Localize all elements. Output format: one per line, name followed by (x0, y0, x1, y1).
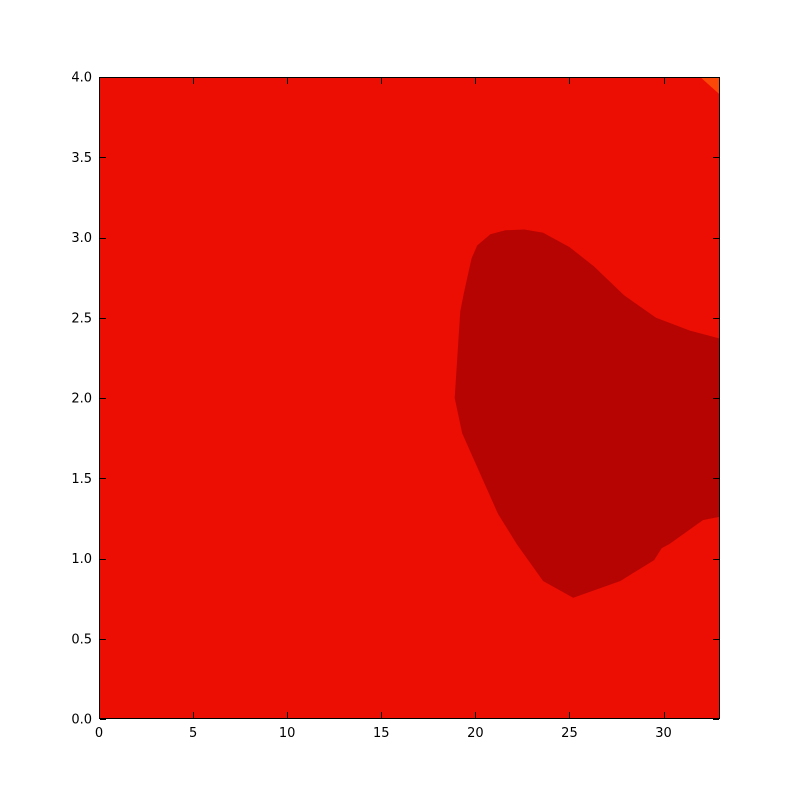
x-tick-label: 0 (95, 726, 103, 741)
x-tick-label: 15 (373, 726, 390, 741)
y-tick-label: 0.0 (71, 713, 92, 728)
y-tick-label: 2.5 (71, 311, 92, 326)
x-tick-label: 10 (279, 726, 296, 741)
contour-region-level-low-orange (700, 77, 720, 95)
axes-frame (99, 77, 720, 719)
x-tick-label: 30 (655, 726, 672, 741)
x-tick-label: 25 (561, 726, 578, 741)
y-tick-label: 2.0 (71, 392, 92, 407)
y-tick-label: 1.0 (71, 552, 92, 567)
x-tick-label: 20 (467, 726, 484, 741)
x-tick-label: 5 (189, 726, 197, 741)
y-tick-label: 3.5 (71, 151, 92, 166)
y-tick-label: 0.5 (71, 632, 92, 647)
y-tick-label: 1.5 (71, 472, 92, 487)
y-tick-label: 3.0 (71, 231, 92, 246)
contour-region-level-high-darkred (454, 229, 720, 598)
y-tick-label: 4.0 (71, 71, 92, 86)
